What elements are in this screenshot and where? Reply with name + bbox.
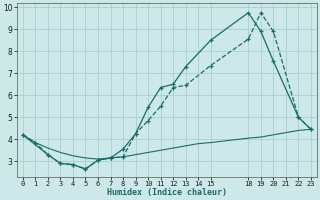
X-axis label: Humidex (Indice chaleur): Humidex (Indice chaleur) xyxy=(107,188,227,197)
